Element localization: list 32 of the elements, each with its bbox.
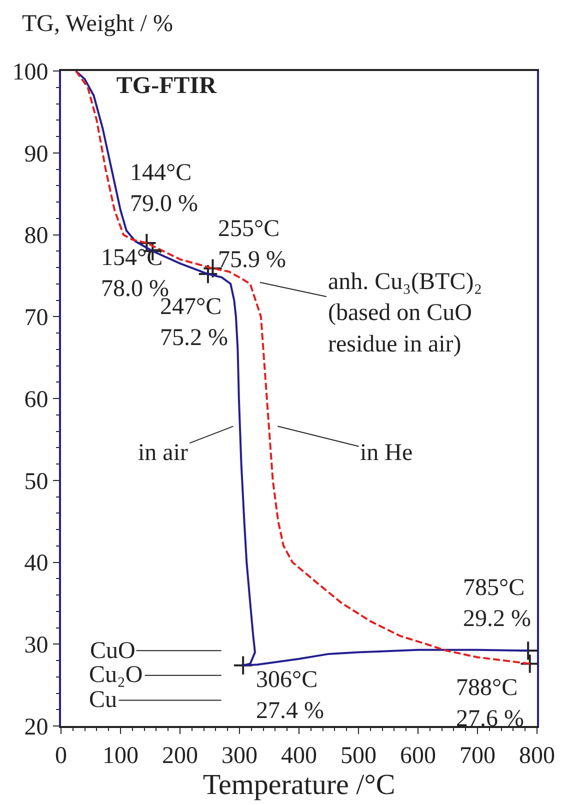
x-axis-title: Temperature /°C bbox=[202, 768, 396, 801]
annotation: 785°C 29.2 % bbox=[463, 575, 531, 632]
annotation: in air bbox=[138, 440, 188, 466]
annotation: 306°C 27.4 % bbox=[256, 667, 324, 724]
annotation: anh. Cu₃(BTC)₂ (based on CuO residue in air) bbox=[328, 269, 482, 358]
x-tick-label: 100 bbox=[102, 742, 138, 769]
y-tick-label: 60 bbox=[24, 386, 48, 413]
y-tick-label: 70 bbox=[24, 305, 48, 332]
annotation: 788°C 27.6 % bbox=[456, 675, 524, 732]
x-tick-label: 400 bbox=[281, 742, 317, 769]
chart-title: TG-FTIR bbox=[116, 72, 218, 99]
y-tick-label: 100 bbox=[12, 59, 48, 86]
x-tick-label: 200 bbox=[162, 742, 198, 769]
y-tick-label: 90 bbox=[24, 141, 48, 168]
annotation: 255°C 75.9 % bbox=[218, 216, 286, 274]
y-tick-label: 30 bbox=[24, 632, 48, 659]
y-tick-label: 50 bbox=[24, 468, 48, 495]
annotation: 144°C 79.0 % bbox=[130, 160, 198, 218]
y-axis-title: TG, Weight / % bbox=[22, 11, 173, 37]
annotation: Cu₂O bbox=[89, 662, 143, 688]
y-tick-label: 40 bbox=[24, 550, 48, 577]
x-tick-label: 700 bbox=[460, 742, 496, 769]
annotation: Cu bbox=[89, 687, 118, 713]
y-tick-label: 80 bbox=[24, 223, 48, 250]
x-tick-label: 500 bbox=[340, 742, 376, 769]
x-tick-label: 600 bbox=[400, 742, 436, 769]
x-tick-label: 0 bbox=[55, 742, 67, 769]
y-tick-label: 20 bbox=[24, 714, 48, 740]
x-tick-label: 300 bbox=[222, 742, 258, 769]
annotation: in He bbox=[360, 440, 413, 466]
annotation: CuO bbox=[90, 638, 136, 664]
x-tick-label: 800 bbox=[519, 742, 555, 769]
